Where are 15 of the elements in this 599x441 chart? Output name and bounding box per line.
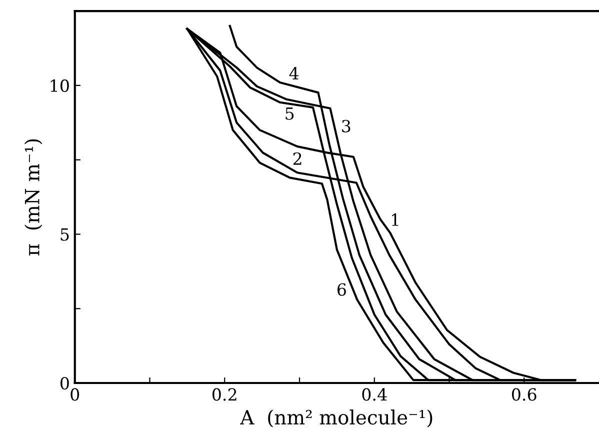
annotation: 2: [293, 152, 302, 165]
y-tick-label: 0: [60, 376, 69, 390]
y-tick-label: 10: [50, 79, 69, 92]
annotation: 5: [286, 107, 294, 120]
annotation: 6: [338, 283, 346, 296]
annotation: 4: [289, 67, 299, 80]
annotation: 3: [342, 120, 350, 132]
x-tick-label: 0: [70, 388, 80, 401]
annotation: 1: [392, 213, 398, 226]
x-tick-label: 0.2: [212, 388, 236, 401]
x-tick-label: 0.6: [512, 388, 536, 401]
y-tick-label: 5: [60, 228, 69, 241]
y-axis-title: π (mN m⁻¹): [24, 139, 42, 256]
x-axis-title: A (nm² molecule⁻¹): [240, 410, 432, 428]
x-tick-label: 0.4: [362, 388, 387, 401]
